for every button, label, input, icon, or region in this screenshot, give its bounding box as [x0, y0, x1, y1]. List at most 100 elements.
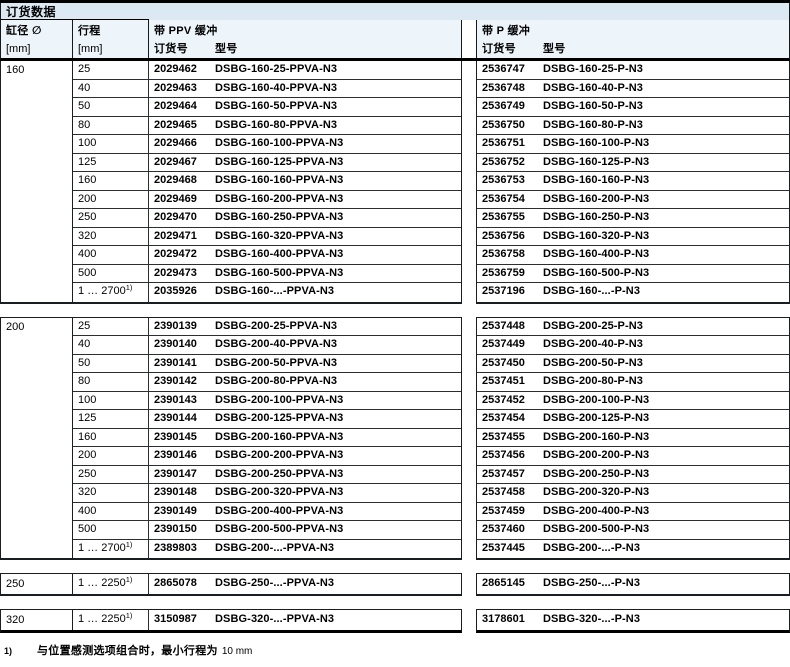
- table-row-p: 3178601 DSBG-320-...-P-N3: [477, 610, 789, 630]
- ppv-type-code: DSBG-200-160-PPVA-N3: [215, 430, 344, 443]
- ppv-type-code: DSBG-160-160-PPVA-N3: [215, 174, 344, 186]
- ppv-type-code: DSBG-160-...-PPVA-N3: [215, 285, 335, 297]
- footnote-ref: 1): [125, 575, 133, 584]
- bore-value: 320: [1, 610, 73, 630]
- p-order-code: 2537452: [482, 393, 525, 406]
- table-row-ppv: 25 2390139 DSBG-200-25-PPVA-N3: [73, 317, 461, 336]
- stroke-value: 160: [73, 172, 149, 190]
- table-row-ppv: 40 2390140 DSBG-200-40-PPVA-N3: [73, 336, 461, 355]
- table-row-ppv: 400 2390149 DSBG-200-400-PPVA-N3: [73, 502, 461, 521]
- ppv-type-code: DSBG-200-125-PPVA-N3: [215, 412, 344, 424]
- table-row-p: 2537460 DSBG-200-500-P-N3: [477, 521, 789, 540]
- p-type-code: DSBG-160-80-P-N3: [543, 118, 644, 131]
- stroke-value: 1 … 22501): [73, 610, 149, 630]
- section-gap: [0, 560, 790, 573]
- p-subtable: 2865145 DSBG-250-...-P-N3: [476, 573, 790, 596]
- ppv-order-code: 2390150: [154, 523, 197, 535]
- ppv-order-code: 2390144: [154, 412, 197, 424]
- p-type-code: DSBG-200-50-P-N3: [543, 356, 644, 369]
- p-type-label: 型号: [543, 43, 566, 55]
- ppv-order-code: 2029471: [154, 229, 197, 242]
- stroke-value: 80: [73, 373, 149, 391]
- ppv-type-code: DSBG-250-...-PPVA-N3: [215, 577, 335, 589]
- ppv-order-code: 2029472: [154, 248, 197, 260]
- ppv-type-code: DSBG-160-320-PPVA-N3: [215, 229, 344, 242]
- table-row-ppv: 50 2390141 DSBG-200-50-PPVA-N3: [73, 354, 461, 373]
- header-bore-column: 缸径 ∅ [mm]: [1, 20, 73, 58]
- column-gutter: [462, 573, 476, 596]
- stroke-value: 320: [73, 484, 149, 502]
- stroke-value: 25: [73, 61, 149, 79]
- footnote: 1) 与位置感测选项组合时，最小行程为 10 mm: [0, 642, 790, 658]
- footnote-marker: 1): [4, 646, 13, 656]
- section-gap: [0, 304, 790, 317]
- ppv-order-code: 2865078: [154, 577, 197, 589]
- column-gutter: [462, 609, 476, 633]
- table-row-p: 2537445 DSBG-200-...-P-N3: [477, 540, 789, 559]
- table-row-p: 2537455 DSBG-200-160-P-N3: [477, 429, 789, 447]
- table-row-p: 2537452 DSBG-200-100-P-N3: [477, 392, 789, 410]
- p-type-code: DSBG-160-200-P-N3: [543, 192, 650, 205]
- ppv-type-label: 型号: [215, 43, 238, 55]
- footnote-text: 与位置感测选项组合时，最小行程为: [37, 645, 218, 657]
- ppv-subtable: 200 25 2390139 DSBG-200-25-PPVA-N3 40 2390140…: [0, 316, 462, 560]
- table-row-p: 2536755 DSBG-160-250-P-N3: [477, 209, 789, 228]
- ppv-order-code: 3150987: [154, 613, 197, 625]
- p-order-code: 2536751: [482, 137, 525, 149]
- ppv-order-code: 2390145: [154, 430, 197, 443]
- header-stroke-column: 行程 [mm]: [73, 20, 149, 58]
- table-row-p: 2537459 DSBG-200-400-P-N3: [477, 503, 789, 521]
- ppv-type-code: DSBG-200-50-PPVA-N3: [215, 356, 338, 369]
- ppv-order-code: 2390149: [154, 504, 197, 517]
- p-order-code: 2537451: [482, 375, 525, 387]
- p-type-code: DSBG-200-...-P-N3: [543, 541, 641, 554]
- table-row-ppv: 160 2029468 DSBG-160-160-PPVA-N3: [73, 172, 461, 191]
- p-type-code: DSBG-160-125-P-N3: [543, 155, 650, 168]
- stroke-value: 500: [73, 521, 149, 539]
- table-row-p: 2537457 DSBG-200-250-P-N3: [477, 466, 789, 484]
- table-row-p: 2536758 DSBG-160-400-P-N3: [477, 246, 789, 265]
- table-row-ppv: 250 2029470 DSBG-160-250-PPVA-N3: [73, 209, 461, 228]
- table-row-p: 2537458 DSBG-200-320-P-N3: [477, 484, 789, 503]
- table-row-p: 2536752 DSBG-160-125-P-N3: [477, 154, 789, 172]
- bore-value: 200: [1, 317, 73, 558]
- p-type-code: DSBG-200-80-P-N3: [543, 375, 644, 387]
- p-type-code: DSBG-160-160-P-N3: [543, 174, 650, 186]
- table-row-ppv: 320 2390148 DSBG-200-320-PPVA-N3: [73, 484, 461, 503]
- table-row-ppv: 125 2390144 DSBG-200-125-PPVA-N3: [73, 410, 461, 429]
- table-row-p: 2536756 DSBG-160-320-P-N3: [477, 228, 789, 246]
- ppv-order-code: 2029465: [154, 118, 197, 131]
- p-order-code: 2537457: [482, 467, 525, 480]
- p-type-code: DSBG-160-40-P-N3: [543, 81, 644, 94]
- stroke-value: 50: [73, 98, 149, 116]
- ppv-order-code: 2029467: [154, 155, 197, 168]
- p-order-code: 2536752: [482, 155, 525, 168]
- header-ppv-group: 带 PPV 缓冲 订货号 型号: [149, 20, 462, 58]
- ppv-group-label: 带 PPV 缓冲: [154, 25, 218, 37]
- p-type-code: DSBG-160-100-P-N3: [543, 137, 650, 149]
- header-gutter: [462, 20, 476, 58]
- table-row-ppv: 25 2029462 DSBG-160-25-PPVA-N3: [73, 61, 461, 80]
- ppv-type-code: DSBG-200-500-PPVA-N3: [215, 523, 344, 535]
- p-type-code: DSBG-200-400-P-N3: [543, 504, 650, 517]
- table-row-ppv: 320 2029471 DSBG-160-320-PPVA-N3: [73, 227, 461, 246]
- stroke-value: 320: [73, 227, 149, 245]
- ppv-order-code: 2390146: [154, 449, 197, 461]
- p-type-code: DSBG-200-125-P-N3: [543, 412, 650, 424]
- table-row-p: 2537448 DSBG-200-25-P-N3: [477, 318, 789, 336]
- bore-section: 160 25 2029462 DSBG-160-25-PPVA-N3 40 2029463…: [0, 61, 790, 304]
- p-type-code: DSBG-160-25-P-N3: [543, 63, 644, 75]
- stroke-value: 1 … 27001): [73, 283, 149, 302]
- bore-value: 160: [1, 61, 73, 302]
- ppv-type-code: DSBG-160-400-PPVA-N3: [215, 248, 344, 260]
- ppv-type-code: DSBG-200-40-PPVA-N3: [215, 338, 338, 350]
- table-row-ppv: 80 2390142 DSBG-200-80-PPVA-N3: [73, 373, 461, 392]
- stroke-value: 500: [73, 264, 149, 282]
- p-type-code: DSBG-160-500-P-N3: [543, 266, 650, 279]
- table-row-p: 2536751 DSBG-160-100-P-N3: [477, 135, 789, 154]
- title-underline: [1, 19, 149, 20]
- bore-label: 缸径 ∅: [6, 25, 42, 37]
- p-type-code: DSBG-200-200-P-N3: [543, 449, 650, 461]
- column-gutter: [462, 61, 476, 304]
